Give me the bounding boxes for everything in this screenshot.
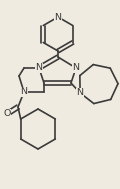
Text: N: N [21, 88, 27, 97]
Text: N: N [54, 12, 61, 22]
Text: N: N [72, 64, 79, 73]
Text: N: N [36, 64, 42, 73]
Text: O: O [3, 109, 11, 119]
Text: N: N [77, 88, 84, 98]
